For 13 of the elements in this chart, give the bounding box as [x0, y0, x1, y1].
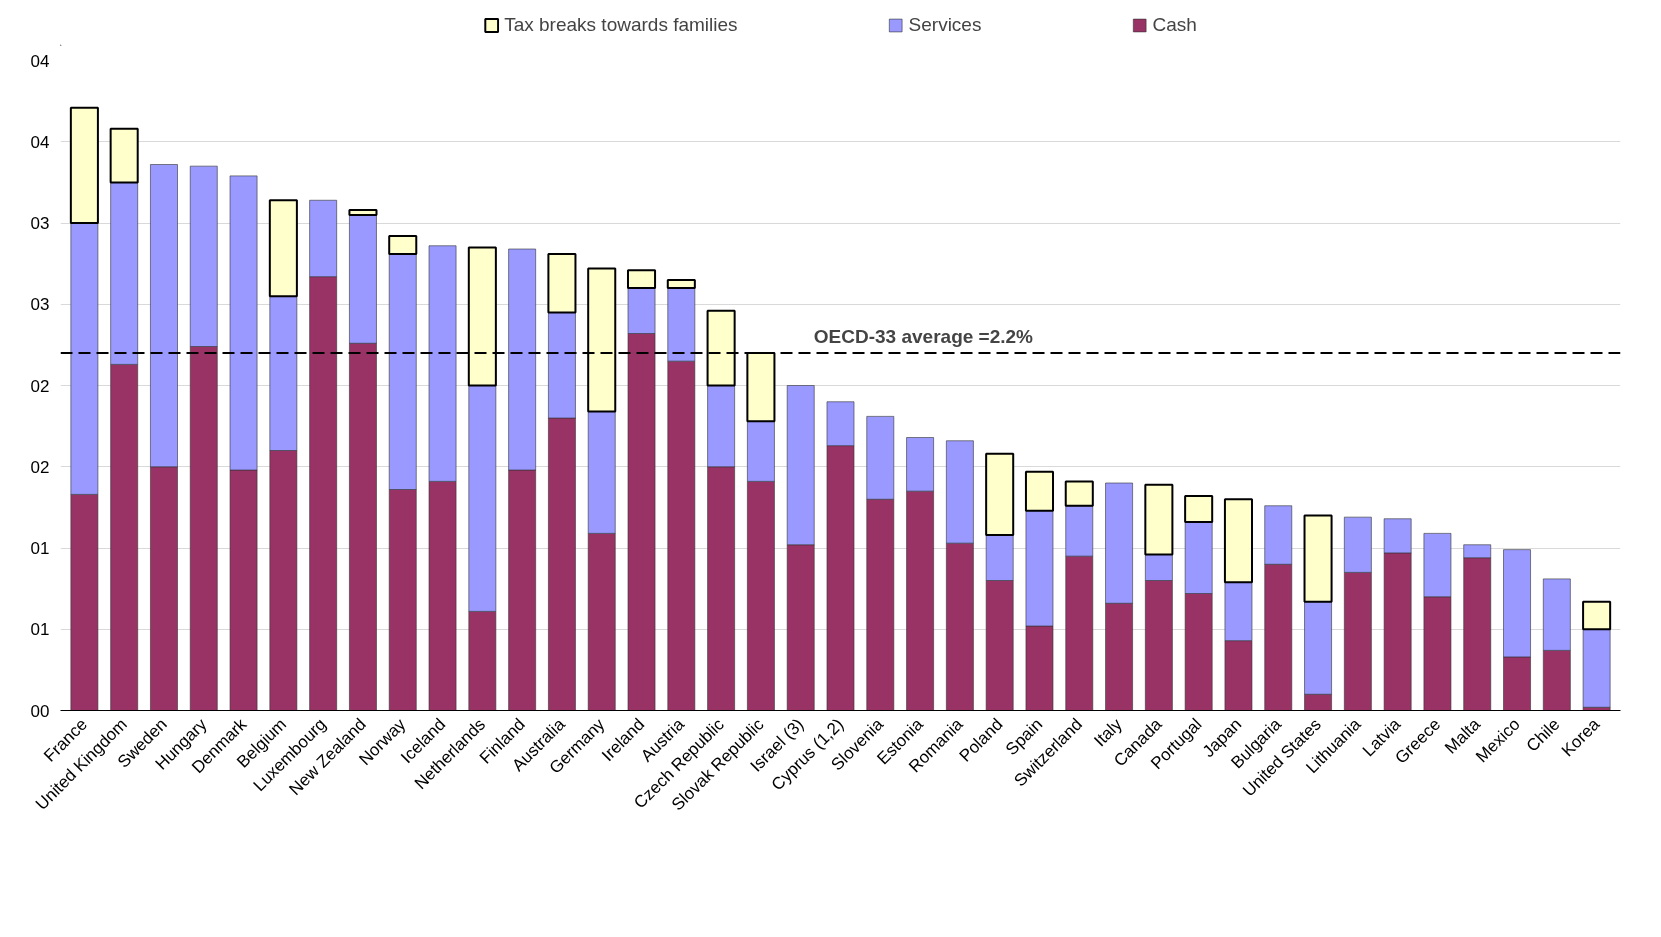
ref-line-label: OECD-33 average =2.2% — [813, 326, 1034, 347]
y-tick-label: 03 — [30, 295, 50, 315]
y-tick-label: 02 — [30, 376, 50, 396]
y-tick-label: 01 — [30, 539, 50, 558]
y-tick-label: 01 — [30, 620, 50, 640]
y-tick-label: 03 — [30, 214, 50, 233]
legend-label: Cash — [1152, 14, 1197, 36]
legend-label: Tax breaks towards families — [504, 14, 738, 36]
y-tick-label: 00 — [30, 701, 50, 721]
y-tick-label: 02 — [30, 457, 50, 477]
y-tick-label: 04 — [30, 132, 50, 152]
legend-label: Services — [908, 14, 982, 36]
y-tick-label: 04 — [30, 51, 50, 71]
